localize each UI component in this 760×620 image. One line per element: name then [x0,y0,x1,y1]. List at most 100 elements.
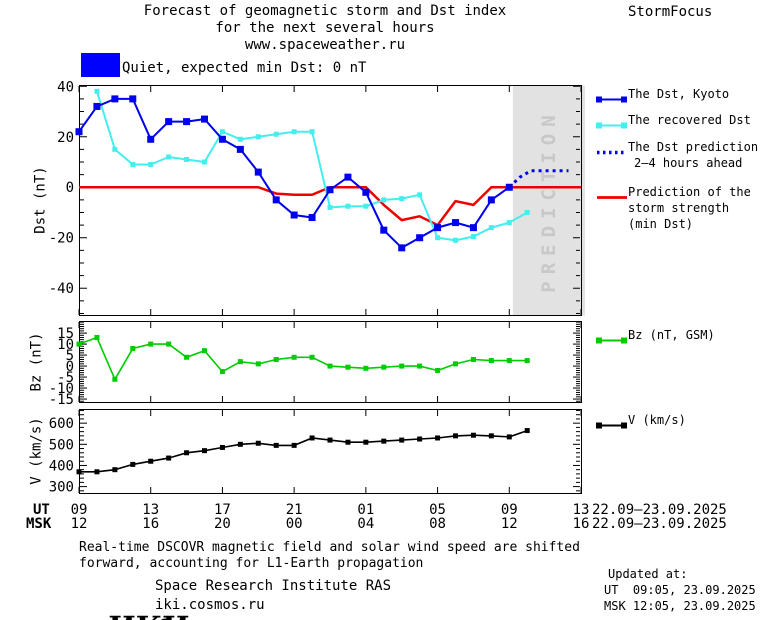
series-marker [506,434,512,440]
legend-marker-bz [596,331,628,350]
series-marker [453,361,458,367]
institute-name: Space Research Institute RAS [155,578,392,594]
series-marker [399,437,405,443]
series-marker [76,469,82,475]
series-marker [344,173,352,181]
series-marker [183,118,191,126]
series-marker [363,203,369,209]
series-marker [148,458,154,464]
series-marker [75,128,83,136]
storm-level-label: Quiet, expected min Dst: 0 nT [122,60,367,76]
updated-at-label: Updated at: [608,567,688,581]
msk-date-range: 22.09–23.09.2025 [592,516,727,532]
series-marker [130,162,136,168]
v-y-tick-label: 400 [49,458,74,474]
series-marker [202,348,207,354]
v-axis-title: V (km/s) [28,417,45,485]
x-tick-label: 12 [500,516,518,532]
prediction-band [512,85,585,316]
series-marker [291,129,297,135]
series-marker [363,365,369,371]
bz-y-tick-label: -5 [57,370,74,386]
dst-plot-border [79,85,582,316]
series-marker [255,134,261,140]
legend-marker-recovered [596,116,628,135]
v-y-tick-label: 500 [49,437,74,453]
series-v [79,429,528,473]
series-marker [202,159,207,165]
series-marker [362,188,370,196]
series-marker [469,224,477,232]
series-marker [290,211,298,219]
page-title-block: Forecast of geomagnetic storm and Dst in… [95,3,555,54]
legend-marker-prediction [596,143,628,162]
legend-storm-label3: (min Dst) [628,217,694,231]
series-marker [130,461,136,467]
series-marker [148,162,154,168]
x-tick-label: 09 [70,502,88,518]
series-marker [381,197,387,203]
series-marker [308,214,316,222]
series-marker [218,135,226,143]
series-dst [78,97,510,250]
series-marker [381,438,387,444]
x-tick-label: 00 [285,516,303,532]
legend-storm-label1: Prediction of the [628,185,751,199]
x-tick-label: 16 [142,516,160,532]
series-marker [345,364,351,370]
series-marker [255,440,261,446]
series-marker [345,203,351,209]
series-marker [470,432,476,438]
page-title-line1: Forecast of geomagnetic storm and Dst in… [143,3,507,19]
series-marker [94,469,100,475]
x-tick-label: 16 [572,516,590,532]
series-dst [508,169,569,189]
series-marker [505,183,513,191]
page-title-line3: www.spaceweather.ru [244,37,406,53]
ut-date-range: 22.09–23.09.2025 [592,502,727,518]
v-y-tick-label: 300 [49,480,74,496]
x-tick-label: 05 [429,502,446,518]
series-marker [273,442,279,448]
series-marker [148,341,154,347]
series-marker [487,196,495,204]
x-tick-label: 08 [429,516,446,532]
series-marker [506,358,512,364]
storm-level-swatch [81,53,120,77]
bz-axis-title: Bz (nT) [28,332,45,392]
v-y-tick-label: 600 [49,416,74,432]
msk-row-label: MSK [26,516,52,532]
series-marker [435,235,441,241]
x-tick-label: 20 [213,516,231,532]
series-marker [470,233,476,239]
dst-y-tick-label: 40 [57,79,74,95]
series-marker [381,364,387,370]
updated-at-msk: MSK 12:05, 23.09.2025 [604,599,756,613]
series-marker [363,439,369,445]
legend-bz-label: Bz (nT, GSM) [628,328,715,342]
series-marker [202,448,207,454]
series-marker [452,219,459,227]
updated-at-ut: UT 09:05, 23.09.2025 [604,583,756,597]
series-marker [112,467,118,473]
series-marker [345,439,351,445]
x-tick-label: 04 [357,516,375,532]
series-marker [76,341,82,347]
ut-row-label: UT [33,502,50,518]
series-marker [327,437,333,443]
dst-y-tick-label: 20 [57,130,74,146]
series-marker [166,341,172,347]
series-marker [399,196,405,202]
dst-y-tick-label: -20 [49,231,74,247]
series-marker [434,224,442,232]
x-tick-label: 17 [213,502,231,518]
series-marker [488,225,494,231]
legend-recovered-label: The recovered Dst [628,113,751,127]
series-marker [237,359,243,365]
series-marker [219,129,225,135]
series-marker [236,145,244,153]
series-marker [380,226,388,234]
series-marker [111,95,119,103]
